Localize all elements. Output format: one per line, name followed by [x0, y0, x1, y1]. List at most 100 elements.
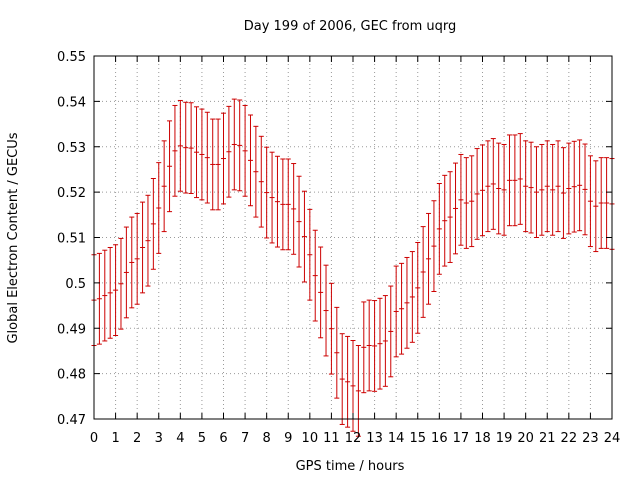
- error-bar-point: [409, 251, 415, 343]
- error-bar-point: [210, 118, 216, 211]
- y-tick-label: 0.54: [57, 95, 86, 110]
- y-tick-label: 0.52: [57, 186, 86, 201]
- error-bar-point: [215, 118, 221, 211]
- error-bar-point: [150, 178, 156, 270]
- x-tick-label: 16: [431, 431, 448, 446]
- x-tick-label: 6: [219, 431, 227, 446]
- error-bar-point: [528, 141, 534, 234]
- error-bar-point: [355, 344, 361, 437]
- x-tick-label: 9: [284, 431, 292, 446]
- error-bar-point: [334, 306, 340, 399]
- error-bar-point: [501, 143, 507, 236]
- error-bar-point: [533, 146, 539, 238]
- error-bar-point: [274, 155, 280, 248]
- error-bar-point: [118, 237, 124, 330]
- y-tick-label: 0.49: [57, 322, 86, 337]
- error-bar-point: [474, 148, 480, 240]
- error-bar-point: [361, 301, 367, 394]
- x-tick-label: 4: [176, 431, 184, 446]
- error-bar-point: [264, 146, 270, 239]
- error-bar-point: [221, 112, 226, 205]
- error-bar-point: [496, 142, 502, 235]
- error-bar-point: [393, 265, 399, 358]
- error-bar-point: [426, 212, 432, 305]
- error-bar-point: [134, 212, 140, 305]
- error-bar-point: [285, 158, 291, 251]
- error-bar-point: [366, 299, 372, 392]
- x-tick-label: 13: [366, 431, 383, 446]
- x-tick-label: 23: [582, 431, 599, 446]
- x-tick-label: 1: [111, 431, 119, 446]
- error-bar-point: [129, 216, 135, 309]
- error-bar-point: [453, 162, 459, 255]
- error-bar-point: [436, 183, 442, 275]
- error-bar-point: [469, 155, 475, 248]
- y-tick-label: 0.53: [57, 141, 86, 156]
- x-tick-label: 8: [263, 431, 271, 446]
- error-bar-point: [107, 246, 113, 339]
- error-bar-point: [258, 135, 264, 228]
- error-bar-point: [237, 99, 243, 192]
- error-bar-point: [177, 99, 183, 192]
- y-axis-label: Global Electron Content / GECUs: [6, 132, 21, 343]
- error-bar-point: [323, 264, 329, 357]
- error-bar-point: [226, 105, 232, 198]
- y-tick-label: 0.5: [65, 277, 86, 292]
- x-tick-label: 12: [345, 431, 362, 446]
- x-tick-label: 18: [474, 431, 491, 446]
- x-tick-label: 11: [323, 431, 340, 446]
- x-tick-label: 24: [604, 431, 621, 446]
- x-tick-label: 0: [90, 431, 98, 446]
- y-tick-label: 0.48: [57, 368, 86, 383]
- error-bar-point: [523, 140, 529, 233]
- error-bar-point: [96, 252, 102, 345]
- error-bar-point: [345, 335, 351, 428]
- error-bar-point: [188, 102, 194, 194]
- error-bar-point: [582, 143, 588, 236]
- error-bar-point: [480, 144, 485, 237]
- error-bar-point: [204, 111, 210, 204]
- y-ticks: 0.47 0.48 0.49 0.5 0.51 0.52 0.53 0.54 0.55: [57, 50, 612, 428]
- error-bar-point: [301, 190, 307, 283]
- x-ticks: 0 1 2 3 4 5 6 7 8 9 10 11 12 13 14 15 16 17 18 19 20 21 22 23 24: [90, 56, 620, 446]
- error-bar-point: [247, 114, 253, 207]
- error-bar-point: [280, 158, 286, 251]
- error-bar-point: [593, 160, 599, 253]
- error-bar-point: [296, 175, 302, 268]
- error-bar-point: [490, 138, 496, 230]
- error-bar-point: [194, 106, 200, 199]
- error-bar-point: [399, 262, 405, 355]
- error-bar-point: [156, 162, 162, 254]
- error-bar-point: [442, 174, 448, 267]
- error-bar-point: [183, 101, 189, 194]
- error-bar-point: [291, 163, 297, 255]
- y-tick-label: 0.51: [57, 232, 86, 247]
- x-tick-label: 3: [155, 431, 163, 446]
- error-bar-point: [598, 157, 604, 249]
- error-bar-point: [463, 157, 469, 249]
- error-bar-point: [485, 140, 491, 233]
- error-bar-point: [231, 98, 237, 191]
- error-bar-point: [458, 153, 464, 246]
- error-bar-point: [123, 226, 129, 319]
- error-bar-point: [269, 151, 275, 244]
- x-tick-label: 7: [241, 431, 249, 446]
- error-bar-point: [161, 140, 167, 233]
- error-bar-point: [555, 140, 561, 233]
- x-tick-label: 22: [561, 431, 578, 446]
- error-bar-point: [517, 133, 523, 225]
- error-bar-point: [404, 256, 410, 349]
- error-bar-point: [172, 104, 178, 197]
- error-bar-point: [307, 208, 313, 301]
- x-tick-label: 20: [517, 431, 534, 446]
- y-tick-label: 0.55: [57, 50, 86, 65]
- error-bar-point: [604, 157, 610, 249]
- error-bar-point: [571, 140, 577, 233]
- chart-title: Day 199 of 2006, GEC from uqrg: [244, 19, 457, 34]
- error-bar-point: [102, 249, 108, 342]
- error-bar-point: [242, 104, 248, 197]
- error-bar-point: [140, 201, 146, 294]
- error-bar-point: [539, 143, 545, 236]
- error-bar-point: [199, 108, 205, 201]
